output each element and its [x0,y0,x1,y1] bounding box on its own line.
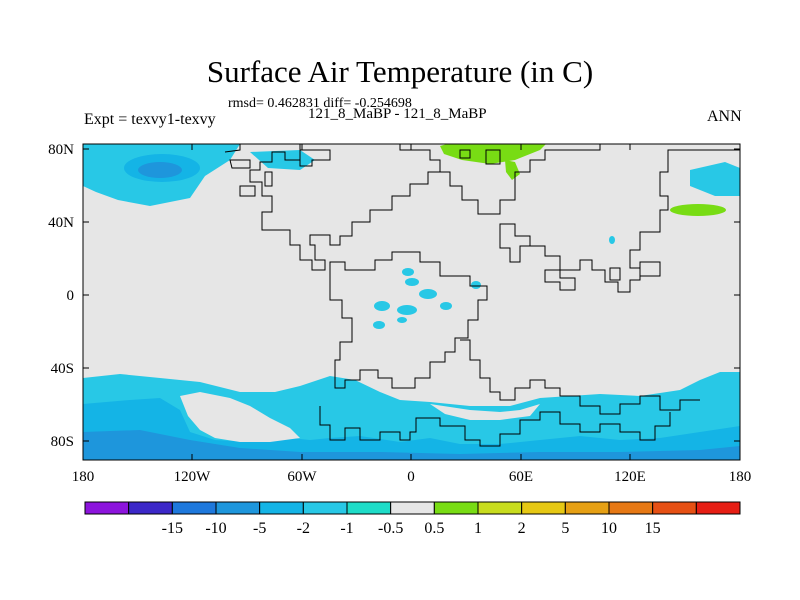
neutral-southern-patch [430,404,540,420]
lat-label-40s: 40S [51,361,74,377]
colorbar-box-1 [128,501,173,515]
anomaly-spot-3 [419,289,437,299]
anomaly-warm-pacific [670,204,726,216]
lon-label-120e: 120E [614,469,646,485]
coast-canada-islands [229,159,273,197]
coast-south-america [329,251,488,389]
anomaly-spot-4 [374,301,390,311]
anomaly-spot-8 [397,317,407,323]
lat-label-80s: 80S [51,434,74,450]
coastlines [224,144,740,447]
colorbar-box-8 [433,501,479,515]
lon-label-60e: 60E [509,469,533,485]
anomaly-spot-1 [402,268,414,276]
colorbar-label-9: 5 [561,520,569,537]
colorbar: -15 -10 -5 -2 -1 -0.5 0.5 1 2 5 10 15 [84,501,741,537]
lat-label-eq: 0 [67,288,75,304]
anomaly-siberia-east [690,162,740,196]
colorbar-box-12 [608,501,654,515]
colorbar-label-0: -15 [162,520,183,537]
lat-tick-marks [83,148,740,442]
anomaly-spot-6 [440,302,452,310]
coast-india-seasia [544,261,661,291]
lon-label-0: 0 [407,469,415,485]
lon-label-120w: 120W [174,469,212,485]
anomaly-warm-arctic-tail [505,160,520,180]
colorbar-label-8: 2 [518,520,526,537]
anomaly-spot-7 [373,321,385,329]
colorbar-box-5 [302,501,348,515]
anomaly-southern-ocean-mid [83,398,740,460]
coast-africa-eurasia [440,144,740,293]
colorbar-label-5: -0.5 [378,520,403,537]
anomaly-greenland-patch [250,150,315,170]
colorbar-label-6: 0.5 [424,520,444,537]
colorbar-label-4: -1 [340,520,353,537]
colorbar-box-3 [215,501,261,515]
colorbar-box-13 [652,501,697,515]
colorbar-label-3: -2 [297,520,310,537]
lat-label-40n: 40N [48,215,74,231]
coast-africa-south [460,339,700,415]
lon-tick-marks [191,144,631,460]
colorbar-box-14 [695,501,741,515]
coast-north-america [224,144,441,271]
colorbar-label-2: -5 [253,520,266,537]
lat-label-80n: 80N [48,142,74,158]
coast-arctic-north [459,149,501,165]
colorbar-label-11: 15 [645,520,661,537]
anomaly-southern-ocean-dark [83,430,740,460]
anomaly-arctic-pacific-inner [138,162,182,178]
stats-line: rmsd= 0.462831 diff= -0.254698 [228,96,412,111]
colorbar-box-9 [477,501,523,515]
colorbar-box-11 [564,501,610,515]
colorbar-box-10 [521,501,566,515]
coast-antarctica [319,406,671,447]
colorbar-box-2 [171,501,217,515]
lon-label-180-left: 180 [72,469,95,485]
colorbar-box-7 [390,501,435,515]
coast-greenland [299,149,331,167]
runs-label: 121_8_MaBP - 121_8_MaBP [308,106,487,122]
neutral-antarctic-interior [180,392,300,442]
lon-label-60w: 60W [287,469,317,485]
colorbar-label-10: 10 [601,520,617,537]
colorbar-label-7: 1 [474,520,482,537]
colorbar-box-6 [346,501,392,515]
anomaly-spot-5 [397,305,417,315]
season-label: ANN [707,108,742,125]
map-field [83,144,740,460]
anomaly-spot-10 [609,236,615,244]
lon-label-180-right: 180 [729,469,752,485]
colorbar-box-4 [259,501,304,515]
experiment-label: Expt = texvy1-texvy [84,111,216,128]
anomaly-warm-arctic [440,144,546,164]
anomaly-north-pacific-east [83,146,120,164]
map-title: Surface Air Temperature (in C) [206,54,594,89]
anomaly-spot-2 [405,278,419,286]
colorbar-label-1: -10 [205,520,226,537]
anomaly-spot-9 [471,281,481,289]
colorbar-box-0 [84,501,130,515]
